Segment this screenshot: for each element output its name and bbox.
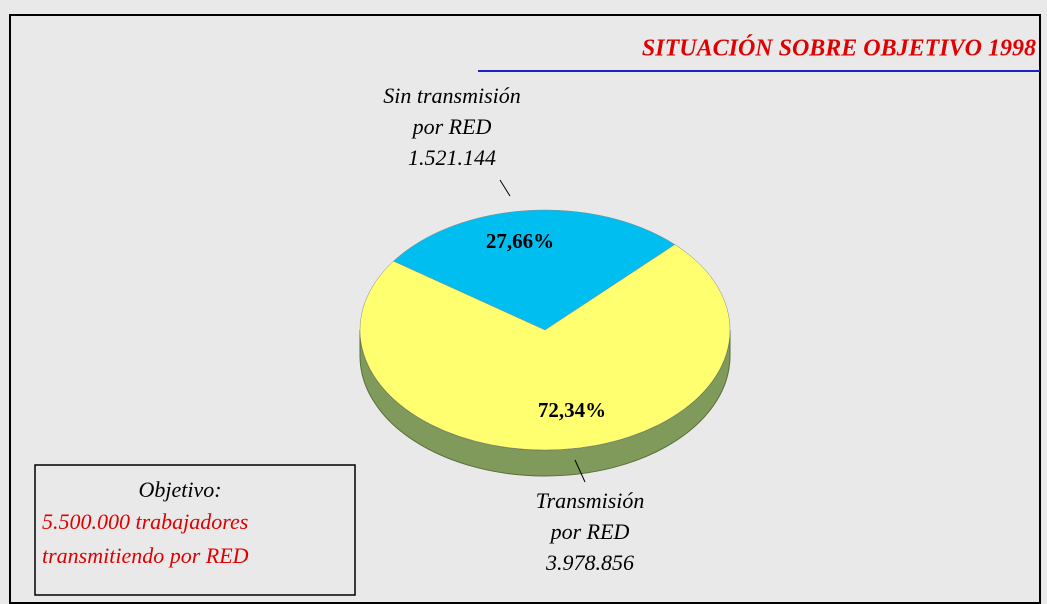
annotation-box — [34, 464, 356, 596]
pie-slice — [393, 209, 676, 331]
chart-title: SITUACIÓN SOBRE OBJETIVO 1998 — [642, 35, 1036, 62]
pie-slice — [359, 244, 731, 451]
category-label: Sin transmisión — [383, 83, 521, 108]
annotation-line: 5.500.000 trabajadores — [42, 509, 248, 534]
category-label: por RED — [549, 519, 630, 544]
annotation-line: transmitiendo por RED — [42, 543, 249, 568]
leader-line — [499, 179, 511, 197]
count-label: 3.978.856 — [545, 550, 634, 575]
leader-line — [574, 459, 586, 483]
value-label: 27,66% — [486, 229, 554, 253]
category-label: por RED — [411, 114, 492, 139]
category-label: Transmisión — [536, 488, 645, 513]
count-label: 1.521.144 — [408, 145, 496, 170]
annotation-heading: Objetivo: — [138, 477, 221, 502]
frame — [9, 14, 1041, 604]
value-label: 72,34% — [538, 398, 606, 422]
